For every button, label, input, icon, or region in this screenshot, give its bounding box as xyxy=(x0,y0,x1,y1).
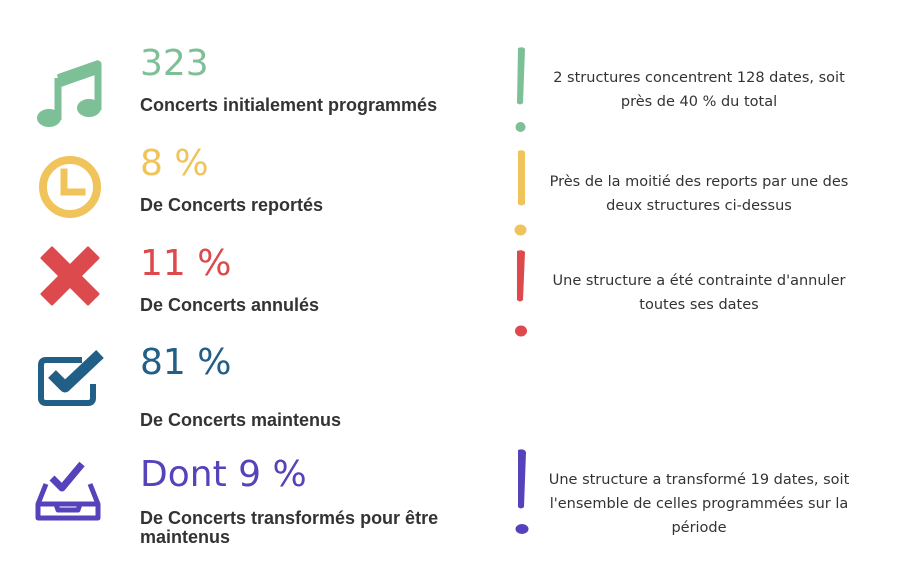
stat-label: De Concerts annulés xyxy=(140,295,320,315)
stat-label: Concerts initialement programmés xyxy=(140,95,438,115)
clock-icon xyxy=(30,147,110,227)
stat-value: 81 % xyxy=(140,342,232,383)
stat-value: 11 % xyxy=(140,243,232,284)
stat-note: Une structure a été contrainte d'annuler… xyxy=(552,273,846,313)
ballot-box-icon xyxy=(30,456,110,536)
exclamation-icon xyxy=(508,45,534,135)
stat-note: Une structure a transformé 19 dates, soi… xyxy=(548,472,850,536)
exclamation-icon xyxy=(508,447,534,539)
stat-label: De Concerts reportés xyxy=(140,195,324,215)
exclamation-icon xyxy=(508,148,534,240)
checkbox-icon xyxy=(30,340,110,420)
stat-note: Près de la moitié des reports par une de… xyxy=(549,174,849,214)
stat-value: Dont 9 % xyxy=(140,454,307,495)
stat-label: De Concerts maintenus xyxy=(140,410,342,430)
music-note-icon xyxy=(30,52,110,132)
stat-note: 2 structures concentrent 128 dates, soit… xyxy=(553,70,845,110)
exclamation-icon xyxy=(508,248,534,340)
stat-value: 323 xyxy=(140,43,209,84)
stat-value: 8 % xyxy=(140,143,209,184)
cross-icon xyxy=(30,236,110,316)
stat-label: De Concerts transformés pour être mainte… xyxy=(140,508,439,547)
